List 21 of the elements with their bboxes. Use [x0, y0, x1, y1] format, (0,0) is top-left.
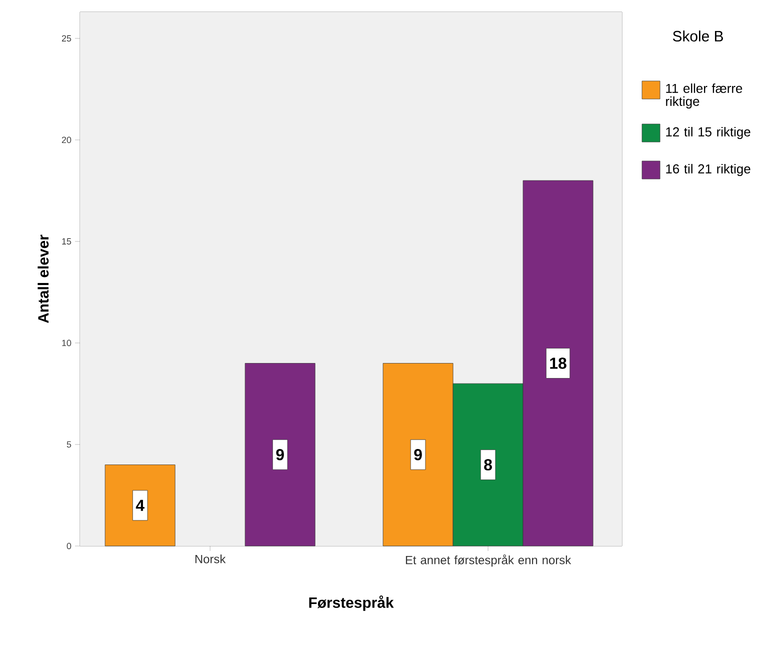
legend-label: 12 til 15 riktige [666, 126, 750, 140]
data-label: 8 [484, 459, 492, 470]
y-tick-label: 20 [62, 136, 72, 144]
legend-title: Skole B [672, 30, 723, 42]
y-tick-label: 0 [66, 542, 72, 550]
bar [104, 464, 176, 546]
data-label: 9 [276, 448, 284, 460]
y-tick-label: 25 [62, 35, 72, 42]
y-tick-label: 10 [62, 340, 72, 346]
x-axis-title: Førstespråk [309, 595, 394, 611]
data-label: 9 [414, 448, 422, 460]
y-tick-label: 5 [66, 441, 72, 448]
y-axis-title: Antall elever [38, 234, 49, 324]
data-label: 18 [550, 358, 566, 369]
x-tick-label: Norsk [195, 554, 226, 564]
y-tick-label: 15 [62, 238, 72, 245]
data-label: 4 [136, 500, 144, 511]
legend-label: 11 eller færre riktige [666, 83, 742, 109]
bar [244, 363, 316, 546]
legend-label: 16 til 21 riktige [666, 164, 750, 176]
x-tick-label: Et annet førstespråk enn norsk [406, 554, 572, 567]
